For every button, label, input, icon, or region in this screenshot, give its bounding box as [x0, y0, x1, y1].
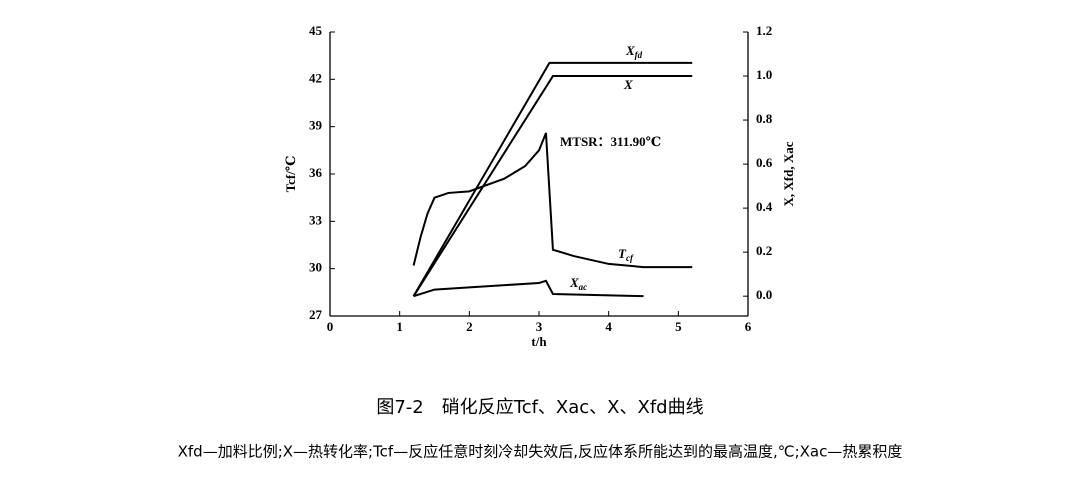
series-line — [412, 75, 693, 297]
series-line — [412, 61, 693, 297]
figure-caption: 图7-2 硝化反应Tcf、Xac、X、Xfd曲线 — [376, 397, 703, 418]
y-tick-label: 36 — [309, 165, 323, 180]
series-label: Xfd — [625, 43, 643, 60]
y-axis-label: Tcf/℃ — [283, 156, 298, 193]
figure-note: Xfd—加料比例;X—热转化率;Tcf—反应任意时刻冷却失效后,反应体系所能达到… — [178, 443, 903, 461]
x-tick-label: 1 — [396, 319, 403, 334]
x-tick-label: 5 — [675, 319, 682, 334]
y-tick-label: 30 — [309, 260, 322, 275]
series-line — [413, 279, 644, 298]
annotation: MTSR：311.90℃ — [560, 134, 661, 149]
x-tick-label: 2 — [466, 319, 473, 334]
y2-tick-label: 0.0 — [756, 287, 772, 302]
y-tick-label: 27 — [309, 307, 323, 322]
y2-tick-label: 0.6 — [756, 155, 773, 170]
x-tick-label: 4 — [605, 319, 612, 334]
x-tick-label: 3 — [536, 319, 543, 334]
y2-tick-label: 1.2 — [756, 23, 772, 38]
y2-axis-label: X, Xfd, Xac — [781, 141, 796, 206]
axes — [329, 32, 749, 317]
y-tick-label: 45 — [309, 23, 323, 38]
y2-tick-label: 0.4 — [756, 199, 773, 214]
x-axis-label: t/h — [531, 334, 547, 349]
y2-tick-label: 1.0 — [756, 67, 772, 82]
y-tick-label: 42 — [309, 70, 322, 85]
series-label: Tcf — [618, 246, 634, 263]
series-label: X — [623, 77, 633, 92]
y2-tick-label: 0.2 — [756, 243, 772, 258]
y-tick-label: 33 — [309, 212, 323, 227]
x-tick-label: 0 — [327, 319, 334, 334]
x-tick-label: 6 — [745, 319, 752, 334]
y-tick-label: 39 — [309, 118, 323, 133]
series-label: Xac — [569, 275, 587, 292]
series-line — [412, 132, 693, 269]
y2-tick-label: 0.8 — [756, 111, 773, 126]
